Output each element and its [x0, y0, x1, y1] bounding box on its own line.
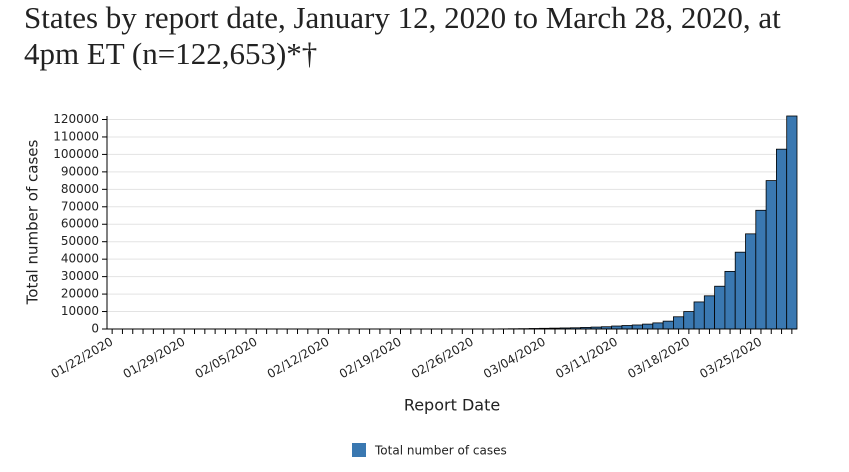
bar	[621, 325, 633, 330]
bar	[765, 180, 777, 330]
chart-title: States by report date, January 12, 2020 …	[24, 0, 781, 71]
y-tick-label: 0	[91, 322, 99, 336]
y-tick-label: 70000	[61, 199, 99, 213]
y-tick-label: 60000	[61, 217, 99, 231]
y-tick-label: 20000	[61, 287, 99, 301]
y-tick-label: 110000	[53, 129, 99, 143]
bar	[683, 311, 695, 330]
bar	[786, 115, 798, 330]
y-tick-label: 40000	[61, 252, 99, 266]
y-tick-label: 90000	[61, 164, 99, 178]
x-tick-label: 03/11/2020	[553, 335, 620, 382]
legend-swatch	[352, 443, 366, 457]
y-tick-label: 120000	[53, 112, 99, 126]
x-tick-label: 02/05/2020	[193, 335, 260, 382]
y-tick-label: 50000	[61, 234, 99, 248]
x-tick-label: 02/19/2020	[337, 335, 404, 382]
bar	[776, 148, 788, 330]
bar	[703, 295, 716, 330]
x-tick-label: 01/22/2020	[48, 335, 115, 382]
y-tick-label: 30000	[61, 269, 99, 283]
bar	[734, 251, 746, 330]
x-tick-label: 01/29/2020	[121, 335, 188, 382]
bar	[652, 322, 664, 330]
x-tick-label: 02/12/2020	[265, 335, 332, 382]
x-tick-label: 03/25/2020	[697, 335, 764, 382]
y-axis-label: Total number of cases	[24, 140, 42, 306]
x-tick-label: 03/04/2020	[481, 335, 548, 382]
bar	[755, 209, 767, 330]
bar	[693, 301, 705, 330]
legend-label: Total number of cases	[374, 444, 507, 458]
bar	[642, 323, 654, 330]
y-tick-label: 100000	[53, 147, 99, 161]
bar	[724, 270, 736, 330]
x-tick-label: 02/26/2020	[409, 335, 476, 382]
x-axis-label: Report Date	[404, 396, 500, 415]
bar	[714, 285, 726, 330]
bar	[745, 233, 757, 330]
bar	[631, 324, 643, 330]
y-tick-label: 10000	[61, 304, 99, 318]
x-tick-label: 03/18/2020	[625, 335, 692, 382]
bar	[673, 316, 685, 330]
bar	[662, 320, 674, 330]
y-tick-label: 80000	[61, 182, 99, 196]
